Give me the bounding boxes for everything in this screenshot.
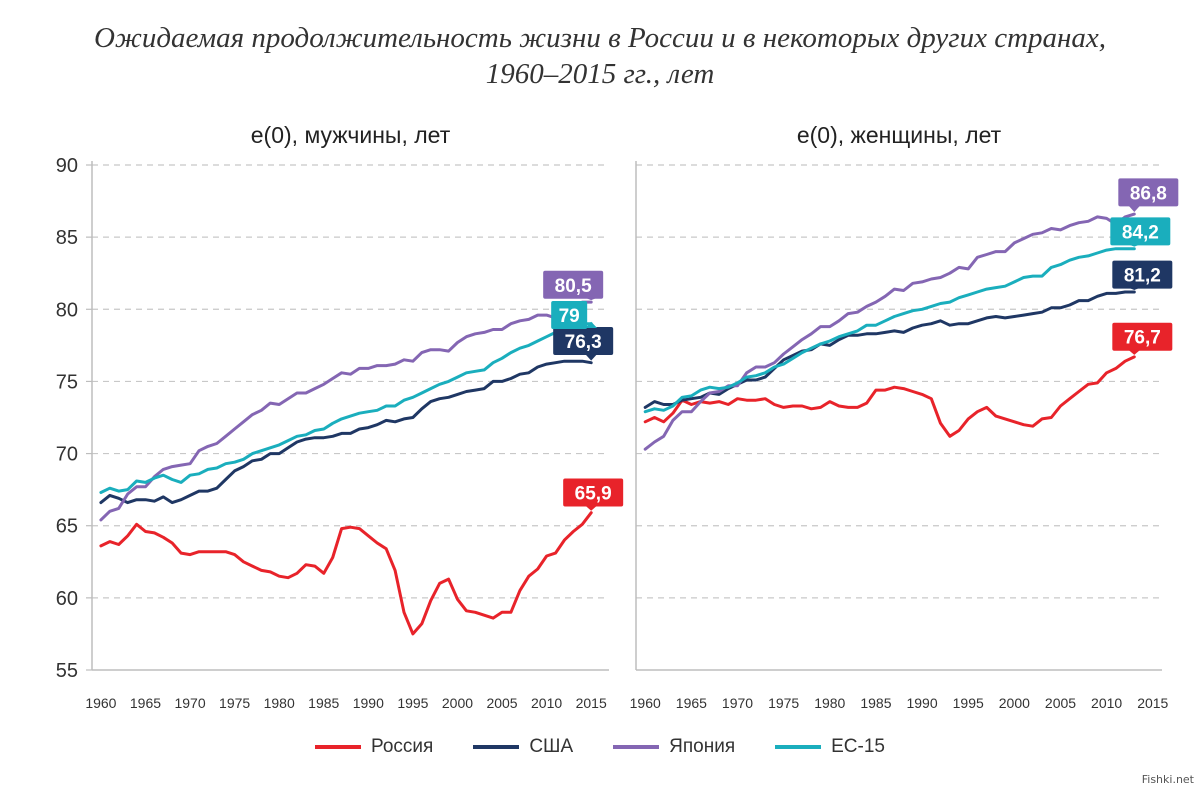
x-tick-label: 1995 [953, 695, 984, 711]
y-tick-label: 70 [56, 444, 78, 466]
end-callout-box [1112, 260, 1173, 289]
end-callout-box [553, 327, 614, 356]
x-tick-label: 1985 [860, 695, 891, 711]
end-callout: 86,8 [1118, 178, 1179, 213]
x-tick-label: 1980 [264, 695, 295, 711]
x-tick-label: 2010 [531, 695, 562, 711]
x-tick-label: 1975 [219, 695, 250, 711]
x-tick-label: 2005 [1045, 695, 1076, 711]
series-line-2 [99, 359, 593, 505]
end-callout: 65,9 [563, 478, 624, 511]
end-callout-label: 86,8 [1130, 183, 1167, 204]
series-line-1 [99, 511, 593, 636]
series-line-1 [643, 355, 1136, 438]
legend-label-russia: Россия [371, 736, 434, 757]
end-callout-pointer [1128, 287, 1141, 290]
x-tick-label: 2015 [1137, 695, 1168, 711]
legend-label-eu15: ЕС-15 [831, 736, 885, 757]
x-tick-label: 1980 [814, 695, 845, 711]
series-line-3 [99, 300, 593, 522]
end-callout-pointer [585, 354, 598, 361]
x-tick-label: 2000 [999, 695, 1030, 711]
end-callout: 79 [551, 301, 598, 330]
end-callout-label: 81,2 [1124, 266, 1161, 287]
title-line-1: Ожидаемая продолжительность жизни в Росс… [93, 22, 1107, 54]
end-callout-label: 65,9 [575, 484, 612, 505]
legend-item-japan: Япония [613, 736, 735, 758]
end-callout-box [1118, 178, 1179, 207]
y-tick-label: 55 [56, 660, 78, 682]
page-title: Ожидаемая продолжительность жизни в Росс… [0, 20, 1200, 92]
legend-swatch-eu15 [775, 745, 822, 749]
x-tick-label: 2000 [442, 695, 473, 711]
legend-item-usa: США [473, 736, 573, 758]
end-callout-label: 76,7 [1124, 328, 1161, 349]
chart-panel-1: e(0), мужчины, лет 55 60 65 70 75 80 85 90 1960 19… [56, 122, 624, 711]
x-tick-label: 1975 [768, 695, 799, 711]
end-callout: 81,2 [1112, 260, 1173, 290]
end-callout-pointer [1128, 205, 1141, 213]
legend-item-russia: Россия [315, 736, 433, 758]
x-tick-label: 1985 [308, 695, 339, 711]
chart-panel-2: e(0), женщины, лет 1960 1965 1970 1975 1980 19… [630, 122, 1179, 711]
end-callout: 84,2 [1110, 217, 1171, 247]
end-callout-pointer [1128, 244, 1141, 247]
end-callout-pointer [585, 321, 598, 329]
x-tick-label: 1965 [676, 695, 707, 711]
x-tick-label: 2015 [576, 695, 607, 711]
y-tick-label: 65 [56, 516, 78, 538]
end-callout-box [1110, 217, 1171, 246]
end-callout-label: 76,3 [565, 332, 602, 353]
end-callout-label: 84,2 [1122, 222, 1159, 243]
title-line-2: 1960–2015 гг., лет [485, 58, 715, 90]
series-line-2 [643, 290, 1136, 409]
x-tick-label: 1960 [85, 695, 116, 711]
y-tick-label: 75 [56, 371, 78, 393]
end-callout-label: 79 [559, 306, 580, 327]
x-tick-label: 1990 [353, 695, 384, 711]
x-tick-label: 2010 [1091, 695, 1122, 711]
end-callout: 76,7 [1112, 322, 1173, 355]
x-tick-label: 1970 [174, 695, 205, 711]
end-callout-box [543, 270, 604, 299]
end-callout-pointer [585, 297, 598, 301]
x-tick-label: 1995 [397, 695, 428, 711]
watermark: Fishki.net [1141, 773, 1194, 786]
legend-swatch-japan [613, 745, 660, 749]
x-tick-label: 2005 [486, 695, 517, 711]
y-tick-label: 60 [56, 588, 78, 610]
x-tick-label: 1960 [630, 695, 661, 711]
panel-title: e(0), мужчины, лет [251, 122, 451, 148]
legend-item-eu15: ЕС-15 [775, 736, 885, 758]
x-tick-label: 1990 [906, 695, 937, 711]
end-callout: 80,5 [543, 270, 604, 301]
y-tick-label: 85 [56, 227, 78, 249]
legend-swatch-russia [315, 745, 362, 749]
end-callout-box [1112, 322, 1173, 351]
end-callout: 76,3 [553, 327, 614, 361]
end-callout-label: 80,5 [555, 276, 592, 297]
legend-label-usa: США [529, 736, 574, 757]
legend-label-japan: Япония [669, 736, 736, 757]
legend-swatch-usa [473, 745, 520, 749]
series-line-4 [99, 322, 593, 494]
panel-title: e(0), женщины, лет [797, 122, 1002, 148]
end-callout-box [551, 301, 588, 330]
end-callout-box [563, 478, 624, 507]
end-callout-pointer [585, 505, 598, 511]
series-line-4 [643, 247, 1136, 414]
end-callout-pointer [1128, 349, 1141, 355]
x-tick-label: 1965 [130, 695, 161, 711]
x-tick-label: 1970 [722, 695, 753, 711]
y-tick-label: 90 [56, 155, 78, 177]
legend: Россия США Япония ЕС-15 [0, 736, 1200, 758]
y-tick-label: 80 [56, 299, 78, 321]
